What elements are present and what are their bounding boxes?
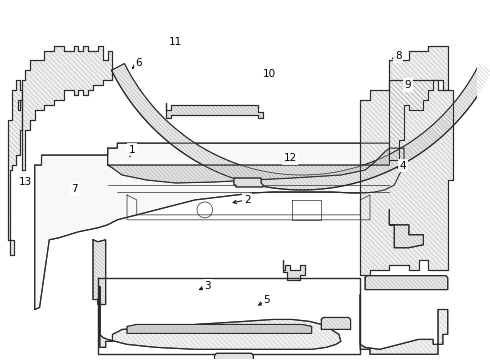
Polygon shape [127, 324, 312, 333]
Text: 12: 12 [284, 153, 297, 163]
Polygon shape [365, 276, 448, 289]
Text: 7: 7 [71, 184, 78, 194]
Polygon shape [390, 210, 423, 248]
Polygon shape [100, 287, 341, 349]
Polygon shape [360, 80, 453, 275]
Polygon shape [8, 80, 22, 240]
Polygon shape [35, 143, 404, 310]
Text: 3: 3 [204, 281, 211, 291]
Polygon shape [108, 148, 390, 183]
Text: 5: 5 [263, 295, 270, 305]
Polygon shape [360, 294, 448, 354]
Polygon shape [111, 63, 490, 190]
Text: 8: 8 [395, 51, 402, 61]
Polygon shape [10, 240, 14, 255]
Polygon shape [93, 240, 106, 305]
Polygon shape [321, 318, 350, 329]
Polygon shape [22, 45, 112, 170]
Text: 6: 6 [135, 58, 142, 68]
Polygon shape [215, 353, 253, 360]
Text: 10: 10 [263, 69, 276, 79]
Text: 1: 1 [128, 144, 135, 154]
Polygon shape [283, 260, 305, 280]
Text: 13: 13 [19, 177, 32, 187]
Polygon shape [234, 178, 263, 187]
Text: 9: 9 [405, 80, 411, 90]
Polygon shape [390, 45, 448, 160]
Text: 4: 4 [400, 161, 406, 171]
Polygon shape [166, 103, 263, 118]
Text: 2: 2 [244, 195, 251, 205]
Text: 11: 11 [170, 37, 183, 47]
